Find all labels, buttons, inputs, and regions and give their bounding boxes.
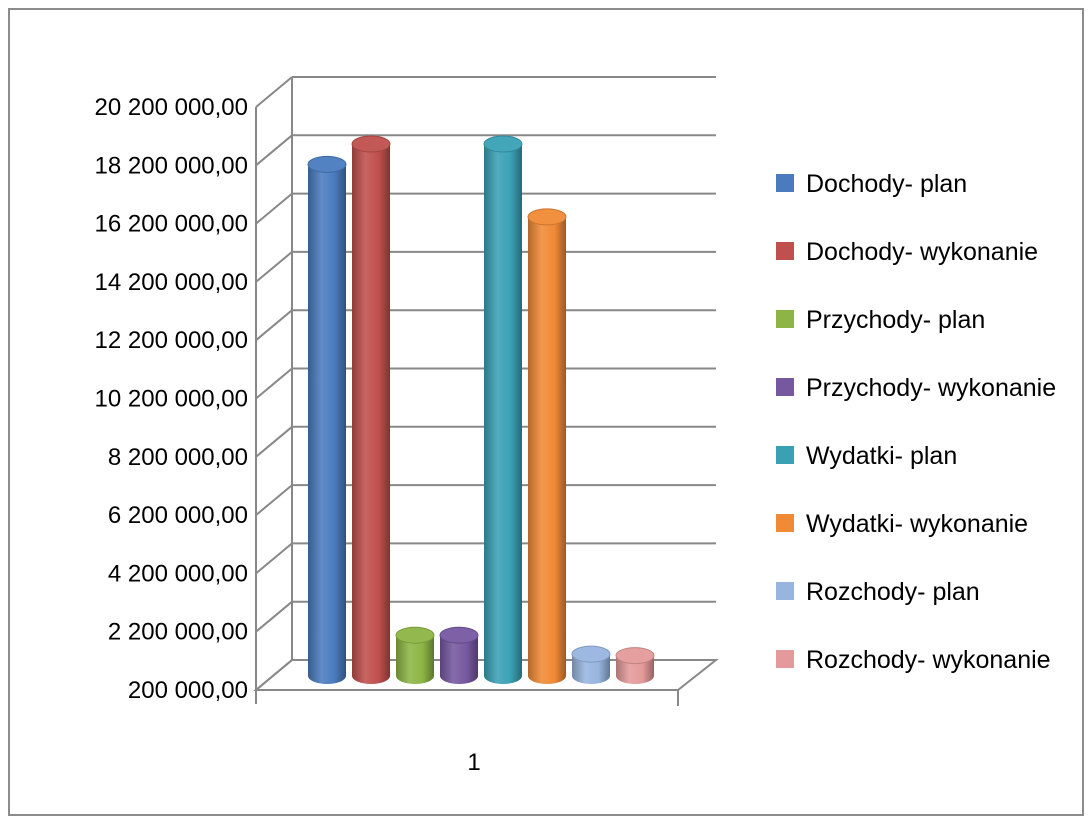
legend-swatch <box>776 378 794 396</box>
bars <box>307 135 655 684</box>
x-axis-category-labels: 1 <box>467 749 480 776</box>
legend-label: Rozchody- wykonanie <box>806 646 1051 674</box>
bar-5 <box>483 135 523 684</box>
y-tick-label: 10 200 000,00 <box>95 386 248 413</box>
legend-swatch <box>776 582 794 600</box>
legend-item: Wydatki- plan <box>776 442 957 470</box>
bar-1 <box>307 155 347 684</box>
bar-3 <box>395 626 435 684</box>
bar-top <box>351 135 391 153</box>
bar-top <box>439 626 479 644</box>
bar-6 <box>527 208 567 684</box>
legend-item: Dochody- plan <box>776 170 967 198</box>
y-tick-label: 20 200 000,00 <box>95 94 248 121</box>
gridline-side <box>255 542 293 575</box>
bar-body <box>484 144 522 684</box>
legend-label: Dochody- wykonanie <box>806 238 1038 266</box>
gridline-side <box>255 76 293 108</box>
bar-body <box>396 635 434 684</box>
gridline-side <box>255 484 293 516</box>
gridline-side <box>255 251 293 283</box>
gridline-side <box>255 367 293 400</box>
legend-label: Wydatki- plan <box>806 442 957 470</box>
bar-top <box>571 645 611 663</box>
bar-body <box>440 635 478 684</box>
legend-swatch <box>776 514 794 532</box>
bar-top <box>307 155 347 173</box>
y-tick-label: 6 200 000,00 <box>108 502 248 529</box>
y-axis-tick-labels: 200 000,00 2 200 000,00 4 200 000,00 6 200 … <box>95 94 248 704</box>
legend-swatch <box>776 650 794 668</box>
legend-swatch <box>776 446 794 464</box>
y-tick-label: 4 200 000,00 <box>108 560 248 587</box>
legend-label: Rozchody- plan <box>806 578 980 606</box>
legend-swatch <box>776 174 794 192</box>
floor <box>253 659 719 691</box>
x-category-label: 1 <box>467 749 480 776</box>
y-tick-label: 18 200 000,00 <box>95 152 248 179</box>
legend-item: Dochody- wykonanie <box>776 238 1038 266</box>
chart-frame: 200 000,00 2 200 000,00 4 200 000,00 6 200 … <box>8 8 1084 816</box>
bar-chart-3d: 200 000,00 2 200 000,00 4 200 000,00 6 200 … <box>95 76 1056 776</box>
y-tick-label: 14 200 000,00 <box>95 269 248 296</box>
y-tick-label: 8 200 000,00 <box>108 444 248 471</box>
gridline-side <box>255 426 293 458</box>
legend-item: Przychody- plan <box>776 306 985 334</box>
legend-item: Rozchody- wykonanie <box>776 646 1051 674</box>
y-tick-label: 16 200 000,00 <box>95 211 248 238</box>
legend-swatch <box>776 242 794 260</box>
gridline-side <box>255 600 293 633</box>
bar-body <box>528 216 566 684</box>
gridline-side <box>255 134 293 167</box>
legend: Dochody- plan Dochody- wykonanie Przychody… <box>776 170 1056 674</box>
gridline-side <box>255 192 293 225</box>
bar-8 <box>615 647 655 684</box>
bar-4 <box>439 626 479 684</box>
legend-item: Wydatki- wykonanie <box>776 510 1028 538</box>
legend-label: Przychody- wykonanie <box>806 374 1056 402</box>
bar-top <box>483 135 523 153</box>
legend-label: Przychody- plan <box>806 306 985 334</box>
axes <box>253 77 719 706</box>
legend-item: Przychody- wykonanie <box>776 374 1056 402</box>
bar-top <box>527 208 567 226</box>
bar-top <box>395 626 435 644</box>
bar-body <box>308 164 346 684</box>
legend-item: Rozchody- plan <box>776 578 980 606</box>
y-tick-label: 12 200 000,00 <box>95 327 248 354</box>
bar-7 <box>571 645 611 684</box>
y-tick-label: 200 000,00 <box>128 677 248 704</box>
bar-top <box>615 647 655 665</box>
bar-2 <box>351 135 391 684</box>
legend-label: Dochody- plan <box>806 170 967 198</box>
bar-body <box>352 144 390 684</box>
gridline-side <box>255 309 293 341</box>
y-tick-label: 2 200 000,00 <box>108 619 248 646</box>
legend-swatch <box>776 310 794 328</box>
legend-label: Wydatki- wykonanie <box>806 510 1028 538</box>
